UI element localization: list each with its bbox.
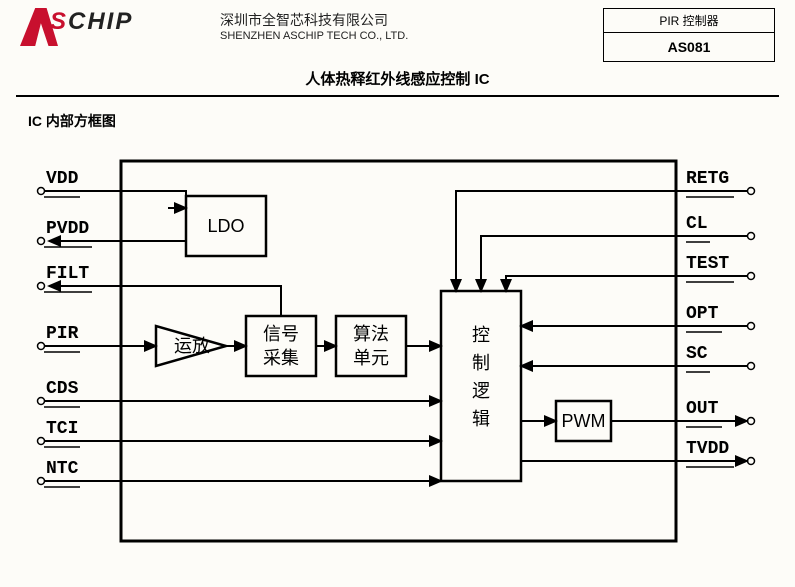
svg-text:制: 制 [472,353,490,373]
block-diagram: VDD PVDD FILT PIR CDS TCI NTC RETG CL TEST OPT SC OU… [36,141,756,551]
svg-text:OUT: OUT [686,399,719,419]
section-title: IC 内部方框图 [0,97,795,137]
svg-text:OPT: OPT [686,304,719,324]
svg-text:TVDD: TVDD [686,439,729,459]
svg-text:SC: SC [686,344,708,364]
svg-text:LDO: LDO [207,216,244,236]
diagram-svg: VDD PVDD FILT PIR CDS TCI NTC RETG CL TEST OPT SC OU… [36,141,756,551]
svg-text:PWM: PWM [562,411,606,431]
company-name-cn: 深圳市全智芯科技有限公司 [220,10,603,30]
svg-text:NTC: NTC [46,459,79,479]
svg-text:CL: CL [686,214,708,234]
svg-text:TEST: TEST [686,254,729,274]
header: SCHIP 深圳市全智芯科技有限公司 SHENZHEN ASCHIP TECH … [0,0,795,64]
company-name-en: SHENZHEN ASCHIP TECH CO., LTD. [220,30,603,42]
svg-text:CDS: CDS [46,379,79,399]
logo-text: SCHIP [50,8,133,36]
svg-text:RETG: RETG [686,169,729,189]
svg-text:PIR: PIR [46,324,79,344]
logo-text-chip: CHIP [68,8,133,35]
svg-text:控: 控 [472,325,490,345]
company-block: 深圳市全智芯科技有限公司 SHENZHEN ASCHIP TECH CO., L… [200,8,603,42]
product-model: AS081 [604,33,774,61]
svg-text:FILT: FILT [46,264,89,284]
svg-text:VDD: VDD [46,169,79,189]
svg-text:辑: 辑 [472,409,490,429]
logo-text-s: S [50,8,68,35]
svg-text:PVDD: PVDD [46,219,89,239]
svg-text:信号: 信号 [263,324,299,344]
svg-text:算法: 算法 [353,324,389,344]
svg-text:TCI: TCI [46,419,78,439]
product-category: PIR 控制器 [604,9,774,33]
svg-text:逻: 逻 [472,381,490,401]
svg-text:采集: 采集 [263,348,299,368]
logo: SCHIP [20,8,200,48]
product-id-box: PIR 控制器 AS081 [603,8,775,62]
document-title: 人体热释红外线感应控制 IC [0,64,795,95]
svg-text:单元: 单元 [353,348,389,368]
svg-text:运放: 运放 [174,336,210,356]
